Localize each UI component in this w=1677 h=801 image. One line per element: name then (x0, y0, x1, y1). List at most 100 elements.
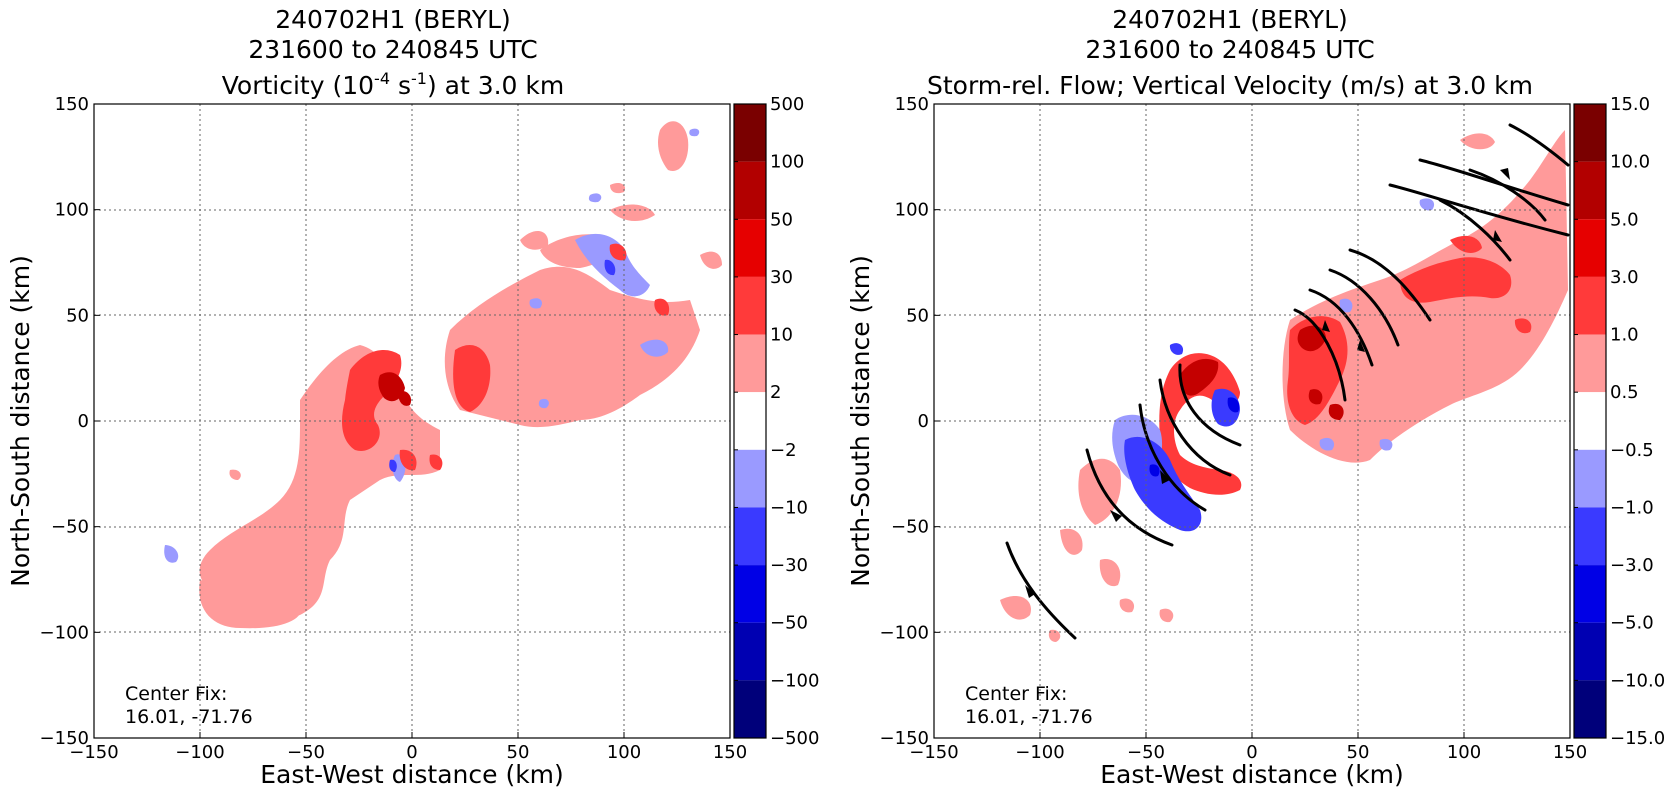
vorticity-x-tick-label: 50 (507, 742, 530, 763)
velocity-colorbar-label: 0.5 (1610, 382, 1639, 403)
velocity-y-tick-label: 0 (918, 411, 929, 432)
velocity-title-line1: 240702H1 (BERYL) (1112, 5, 1348, 34)
vorticity-x-tick-label: −100 (175, 742, 224, 763)
vorticity-colorbar-label: −30 (770, 555, 808, 576)
velocity-colorbar-segment (1574, 392, 1606, 450)
velocity-colorbar-label: −15.0 (1610, 728, 1665, 749)
velocity-colorbar-segment (1574, 680, 1606, 738)
vorticity-center-fix-label: Center Fix: (125, 683, 227, 705)
velocity-colorbar-label: 10.0 (1610, 152, 1650, 173)
vorticity-colorbar-label: 10 (770, 325, 793, 346)
vertical-velocity-panel: 240702H1 (BERYL) 231600 to 240845 UTC St… (846, 5, 1665, 789)
vorticity-colorbar-segment (734, 219, 766, 277)
velocity-x-tick-label: −50 (1127, 742, 1165, 763)
vorticity-x-tick-label: −50 (287, 742, 325, 763)
velocity-center-fix-coords: 16.01, -71.76 (965, 706, 1093, 728)
velocity-x-tick-label: 150 (1553, 742, 1587, 763)
velocity-colorbar-segment (1574, 104, 1606, 162)
velocity-colorbar: 15.0 10.0 5.0 3.0 1.0 0.5 −0.5 −1.0 −3.0 −5.0 −10.… (1573, 94, 1665, 749)
velocity-y-tick-label: −150 (880, 728, 929, 749)
vorticity-y-tick-label: 50 (66, 305, 89, 326)
vorticity-colorbar-segment (734, 161, 766, 220)
velocity-colorbar-segment (1574, 161, 1606, 220)
vorticity-panel: 240702H1 (BERYL) 231600 to 240845 UTC Vo… (6, 5, 819, 789)
velocity-colorbar-segment (1574, 276, 1606, 335)
vorticity-y-axis-label: North-South distance (km) (6, 255, 35, 587)
velocity-x-tick-label: −150 (909, 742, 958, 763)
vorticity-ticks: −150 −100 −50 0 50 100 150 150 100 50 0 −50 −100 −150 (40, 94, 748, 763)
velocity-colorbar-label: 15.0 (1610, 94, 1650, 115)
velocity-grid (934, 104, 1570, 738)
vorticity-colorbar-label: −100 (770, 670, 819, 691)
velocity-colorbar-segment (1574, 334, 1606, 393)
velocity-colorbar-segment (1574, 219, 1606, 277)
velocity-x-tick-label: 50 (1347, 742, 1370, 763)
vorticity-colorbar-segment (734, 104, 766, 162)
vorticity-x-tick-label: 0 (406, 742, 417, 763)
vorticity-plot-area (93, 103, 731, 739)
velocity-title-line2: 231600 to 240845 UTC (1085, 35, 1374, 64)
vorticity-colorbar-label: −500 (770, 728, 819, 749)
vorticity-colorbar-label: 2 (770, 382, 781, 403)
velocity-colorbar-segment (1574, 622, 1606, 681)
storm-relative-streamlines (1005, 123, 1570, 640)
vorticity-positive-light-field (199, 121, 722, 629)
velocity-y-tick-label: 150 (895, 94, 929, 115)
vorticity-colorbar-label: −50 (770, 613, 808, 634)
vorticity-colorbar-segment (734, 680, 766, 738)
vorticity-negative-dark-field (389, 259, 616, 472)
velocity-colorbar-label: 1.0 (1610, 325, 1639, 346)
vorticity-x-tick-label: −150 (69, 742, 118, 763)
velocity-colorbar-label: −10.0 (1610, 670, 1665, 691)
velocity-updraft-dark-field (1180, 325, 1344, 420)
vorticity-colorbar-label: 100 (770, 152, 804, 173)
velocity-y-axis-label: North-South distance (km) (846, 255, 875, 587)
vorticity-colorbar: 500 100 50 30 10 2 −2 −10 −30 −50 −100 −500 (733, 94, 819, 749)
velocity-plot-area (933, 103, 1571, 739)
velocity-x-tick-label: 100 (1447, 742, 1481, 763)
vorticity-colorbar-segment (734, 276, 766, 335)
velocity-colorbar-label: −0.5 (1610, 440, 1654, 461)
vorticity-y-tick-label: −150 (40, 728, 89, 749)
vorticity-positive-dark-field (378, 372, 412, 406)
vorticity-title-line2: 231600 to 240845 UTC (248, 35, 537, 64)
velocity-y-tick-label: 50 (906, 305, 929, 326)
velocity-colorbar-label: 5.0 (1610, 209, 1639, 230)
vorticity-title-line1: 240702H1 (BERYL) (275, 5, 511, 34)
vorticity-y-tick-label: −50 (51, 517, 89, 538)
velocity-ticks: −150 −100 −50 0 50 100 150 150 100 50 0 −50 −100 −150 (880, 94, 1588, 763)
velocity-colorbar-label: −3.0 (1610, 555, 1654, 576)
velocity-y-tick-label: 100 (895, 200, 929, 221)
vorticity-x-axis-label: East-West distance (km) (260, 760, 564, 789)
velocity-center-fix-label: Center Fix: (965, 683, 1067, 705)
velocity-colorbar-frame (1573, 103, 1607, 739)
vorticity-colorbar-segment (734, 449, 766, 508)
vorticity-y-tick-label: 150 (55, 94, 89, 115)
vorticity-colorbar-label: 500 (770, 94, 804, 115)
velocity-x-axis-label: East-West distance (km) (1100, 760, 1404, 789)
vorticity-y-tick-label: −100 (40, 622, 89, 643)
streamline-arrowheads (1025, 168, 1510, 598)
vorticity-colorbar-label: 50 (770, 209, 793, 230)
velocity-colorbar-label: −5.0 (1610, 613, 1654, 634)
vorticity-colorbar-label: −10 (770, 497, 808, 518)
velocity-x-tick-label: −100 (1015, 742, 1064, 763)
vorticity-y-tick-label: 0 (78, 411, 89, 432)
velocity-colorbar-segment (1574, 565, 1606, 623)
vorticity-colorbar-frame (733, 103, 767, 739)
vorticity-grid (94, 104, 730, 738)
velocity-colorbar-segment (1574, 507, 1606, 566)
velocity-downdraft-dark-field (1149, 397, 1240, 477)
velocity-colorbar-segment (1574, 449, 1606, 508)
vorticity-x-tick-label: 150 (713, 742, 747, 763)
vorticity-center-fix-coords: 16.01, -71.76 (125, 706, 253, 728)
velocity-colorbar-label: 3.0 (1610, 267, 1639, 288)
vorticity-x-tick-label: 100 (607, 742, 641, 763)
velocity-y-tick-label: −50 (891, 517, 929, 538)
vorticity-colorbar-segment (734, 622, 766, 681)
vorticity-colorbar-label: −2 (770, 440, 797, 461)
vorticity-y-tick-label: 100 (55, 200, 89, 221)
velocity-x-tick-label: 0 (1246, 742, 1257, 763)
